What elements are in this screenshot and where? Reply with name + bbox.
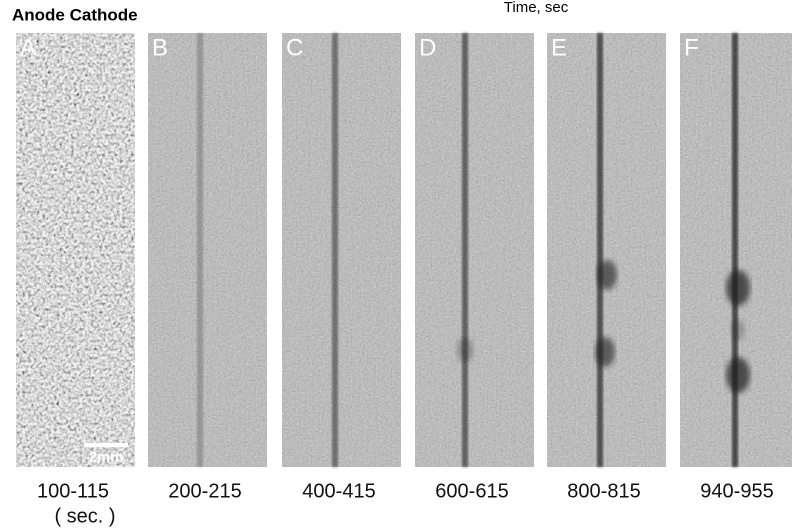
time-label: 100-115 bbox=[37, 480, 109, 502]
image-panel: C 400-415 bbox=[282, 33, 401, 502]
axis-title: Time, sec bbox=[504, 0, 569, 16]
time-label: 940-955 bbox=[700, 480, 773, 502]
deposit-blob bbox=[731, 319, 745, 341]
panel-noise bbox=[16, 33, 135, 467]
time-label: 600-615 bbox=[435, 480, 508, 502]
panel-letter: C bbox=[286, 34, 303, 61]
unit-note: ( sec. ) bbox=[54, 505, 115, 527]
panels: A 100-115 B 200-215 C 400-415 D 600-615 E 800-815… bbox=[16, 33, 792, 502]
image-panel: D 600-615 bbox=[415, 33, 534, 502]
deposit-blob bbox=[595, 337, 615, 367]
deposit-line bbox=[732, 33, 738, 467]
panel-letter: D bbox=[419, 34, 436, 61]
deposit-line bbox=[197, 33, 203, 467]
deposit-blob bbox=[726, 357, 750, 393]
deposit-blob bbox=[457, 338, 473, 362]
panel-letter: B bbox=[152, 34, 168, 61]
panel-letter: A bbox=[20, 34, 36, 61]
electrode-label: Anode Cathode bbox=[12, 5, 138, 24]
panel-noise bbox=[415, 33, 534, 467]
deposit-line bbox=[597, 33, 603, 467]
image-panel: F 940-955 bbox=[680, 33, 792, 502]
image-panel: B 200-215 bbox=[148, 33, 267, 502]
scale-bar bbox=[84, 443, 128, 447]
time-label: 400-415 bbox=[302, 480, 375, 502]
deposit-line bbox=[462, 33, 468, 467]
panel-noise bbox=[282, 33, 401, 467]
image-panel: E 800-815 bbox=[547, 33, 666, 502]
deposit-blob bbox=[726, 270, 750, 306]
time-label: 800-815 bbox=[567, 480, 640, 502]
deposit-line bbox=[332, 33, 338, 467]
deposit-blob bbox=[597, 260, 617, 290]
time-label: 200-215 bbox=[168, 480, 241, 502]
panel-letter: E bbox=[551, 34, 567, 61]
image-panel: A 100-115 bbox=[16, 33, 135, 502]
panel-noise bbox=[547, 33, 666, 467]
scale-bar-label: 2mm bbox=[88, 449, 123, 466]
panel-noise bbox=[148, 33, 267, 467]
panel-letter: F bbox=[684, 34, 699, 61]
